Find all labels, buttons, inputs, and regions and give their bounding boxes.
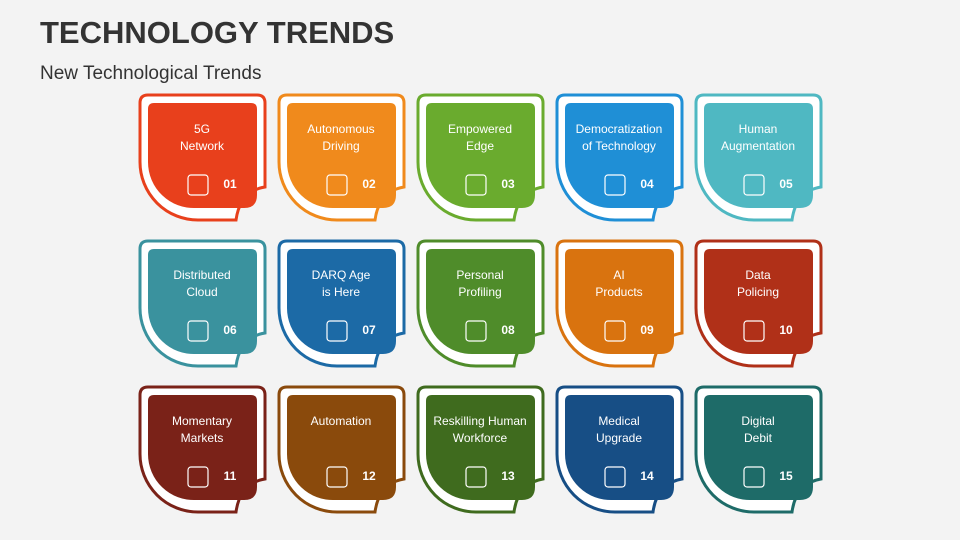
card-label: Reskilling Human — [433, 414, 526, 428]
card-icon — [326, 174, 348, 196]
card-number: 10 — [779, 323, 793, 337]
card-fill — [287, 395, 396, 501]
title: TECHNOLOGY TRENDS — [40, 15, 394, 50]
card-label: 5G — [194, 122, 210, 136]
card-icon — [326, 466, 348, 488]
card-icon — [604, 466, 626, 488]
card-label: Data — [745, 268, 771, 282]
card-icon — [465, 466, 487, 488]
card-fill — [147, 249, 257, 355]
card-number: 02 — [362, 177, 376, 191]
card-label: Personal — [456, 268, 503, 282]
card-label: Autonomous — [307, 122, 374, 136]
card-label: Medical — [598, 414, 639, 428]
card-label: Augmentation — [721, 139, 795, 153]
card-label: Upgrade — [596, 431, 642, 445]
card-label: Digital — [741, 414, 774, 428]
card-number: 14 — [640, 469, 654, 483]
card-fill — [425, 395, 535, 501]
card-label: Distributed — [173, 268, 230, 282]
card-label: Cloud — [186, 285, 217, 299]
card-number: 11 — [224, 469, 237, 483]
card-icon — [465, 174, 487, 196]
card-label: Momentary — [172, 414, 232, 428]
card-fill — [147, 395, 257, 501]
card-fill — [704, 103, 813, 209]
card-icon — [465, 320, 487, 342]
card-number: 12 — [362, 469, 376, 483]
card-number: 01 — [223, 177, 237, 191]
card-label: Markets — [181, 431, 224, 445]
card-label: DARQ Age — [312, 268, 371, 282]
card-icon — [326, 320, 348, 342]
card-number: 03 — [501, 177, 515, 191]
card-number: 07 — [362, 323, 376, 337]
card-label: AI — [613, 268, 624, 282]
card-icon — [604, 320, 626, 342]
card-label: Profiling — [458, 285, 501, 299]
card-icon — [743, 320, 765, 342]
card-number: 05 — [779, 177, 793, 191]
card-fill — [565, 249, 674, 355]
card-number: 08 — [501, 323, 515, 337]
card-fill — [703, 395, 813, 501]
card-fill — [565, 103, 674, 209]
card-icon — [743, 466, 765, 488]
card-label: of Technology — [582, 139, 656, 153]
card-label: Debit — [744, 431, 773, 445]
card-icon — [187, 466, 209, 488]
card-icon — [743, 174, 765, 196]
subtitle: New Technological Trends — [40, 63, 261, 84]
card-number: 09 — [640, 323, 654, 337]
card-label: Network — [180, 139, 225, 153]
card-icon — [187, 320, 209, 342]
card-label: Driving — [322, 139, 359, 153]
card-number: 13 — [501, 469, 515, 483]
card-fill — [565, 395, 674, 501]
card-fill — [147, 103, 257, 209]
card-label: Democratization — [576, 122, 663, 136]
card-fill — [425, 103, 535, 209]
card-fill — [287, 249, 396, 355]
card-label: Products — [595, 285, 642, 299]
card-label: Human — [739, 122, 778, 136]
card-label: Empowered — [448, 122, 512, 136]
card-icon — [187, 174, 209, 196]
card-icon — [604, 174, 626, 196]
card-label: Edge — [466, 139, 494, 153]
card-fill — [287, 103, 396, 209]
card-label: Policing — [737, 285, 779, 299]
card-number: 06 — [223, 323, 237, 337]
card-label: is Here — [322, 285, 360, 299]
card-fill — [703, 249, 813, 355]
card-label: Workforce — [453, 431, 508, 445]
card-fill — [425, 249, 535, 355]
card-label: Automation — [311, 414, 372, 428]
card-number: 04 — [640, 177, 654, 191]
card-number: 15 — [779, 469, 793, 483]
